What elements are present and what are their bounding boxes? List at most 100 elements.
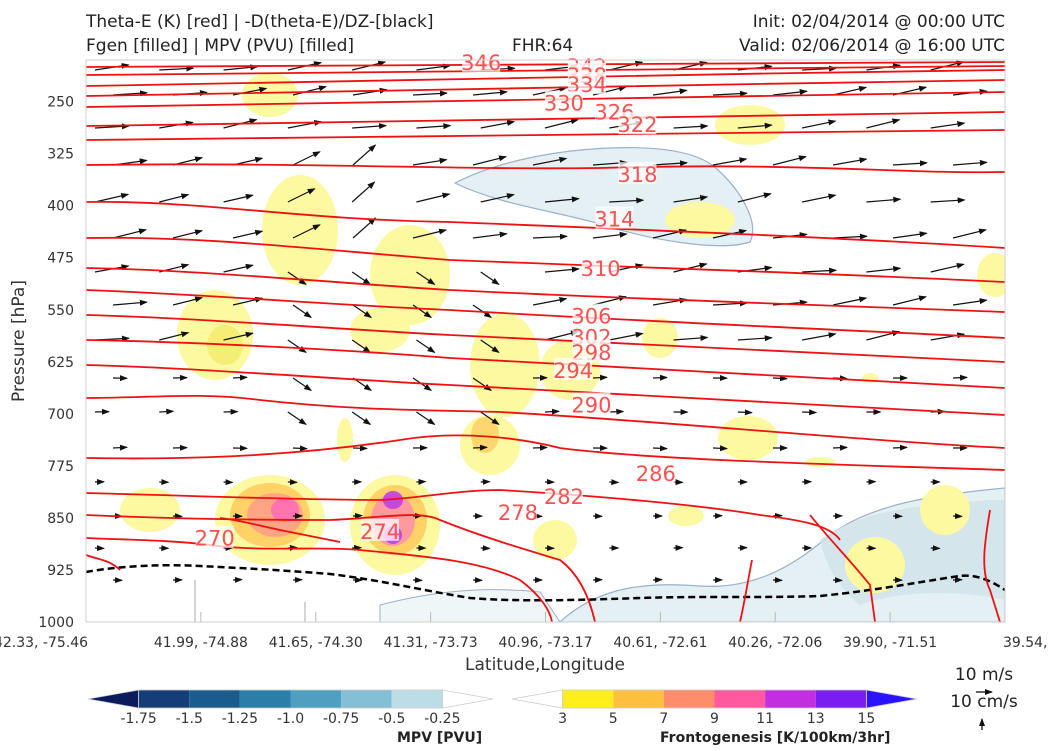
x-tick-label: 41.31, -73.73 xyxy=(384,635,478,651)
vector-arrow xyxy=(416,271,436,285)
vector-arrow xyxy=(416,123,452,130)
contour-label-bg xyxy=(554,357,593,380)
forecast-hour: FHR:64 xyxy=(512,36,574,56)
contour-label-bg xyxy=(361,518,400,541)
theta-e-contour xyxy=(86,65,1005,76)
x-tick-label: 42.33, -75.46 xyxy=(0,635,88,651)
vector-arrow xyxy=(892,444,908,451)
vector-arrow xyxy=(287,339,307,353)
contour-label: 270 xyxy=(195,527,235,551)
chart-title-line2: Fgen [filled] | MPV (PVU) [filled] xyxy=(86,36,355,56)
colorbar-segment xyxy=(714,690,766,708)
contour-label: 294 xyxy=(553,359,593,383)
vector-arrow xyxy=(287,271,307,285)
colorbar-segment xyxy=(613,690,664,708)
colorbar-segment xyxy=(290,690,342,708)
contour-label-bg xyxy=(544,484,583,507)
frontogenesis-region xyxy=(337,418,353,462)
y-tick-label: 775 xyxy=(47,459,74,475)
vector-arrow xyxy=(416,192,451,203)
x-tick-label: 41.99, -74.88 xyxy=(154,635,248,651)
frontogenesis-region xyxy=(642,318,678,358)
theta-e-contour xyxy=(219,517,341,543)
contour-label: 290 xyxy=(571,394,611,418)
vector-arrow xyxy=(712,157,748,166)
vector-arrow xyxy=(292,304,312,318)
vector-arrow xyxy=(952,159,988,166)
contour-label-bg xyxy=(572,339,611,362)
theta-e-contour xyxy=(86,61,1005,68)
vector-arrow xyxy=(609,197,645,204)
contour-label: 274 xyxy=(360,520,400,544)
vector-arrow xyxy=(472,231,508,239)
colorbar-tick-label: -0.25 xyxy=(424,711,460,727)
vector-arrow xyxy=(112,299,148,306)
colorbar-segment xyxy=(765,690,816,708)
vector-arrow xyxy=(480,411,500,425)
vector-arrow xyxy=(712,90,748,97)
vector-arrow xyxy=(532,233,568,240)
vector-arrow xyxy=(866,266,902,273)
colorbar-tick-label: 3 xyxy=(558,711,567,727)
vector-arrow xyxy=(412,157,448,166)
frontogenesis-region xyxy=(715,105,785,145)
theta-e-contour xyxy=(86,394,1005,449)
contour-label-bg xyxy=(567,71,606,94)
colorbar-segment xyxy=(663,690,715,708)
vector-arrow xyxy=(952,374,968,381)
theta-e-contours xyxy=(86,61,1005,622)
vector-arrow xyxy=(772,89,808,96)
vector-arrow xyxy=(112,228,147,239)
frontogenesis-region xyxy=(470,313,540,417)
y-tick-label: 625 xyxy=(47,355,74,371)
contour-label-bg xyxy=(595,206,634,229)
vector-arrow xyxy=(892,160,928,167)
vector-arrow xyxy=(232,374,248,381)
vector-arrow xyxy=(772,375,788,382)
mpv-colorbar-label: MPV [PVU] xyxy=(397,730,482,746)
vector-arrow xyxy=(352,144,377,166)
vector-arrow xyxy=(673,262,708,273)
theta-e-contour xyxy=(86,434,1005,471)
colorbar-tick-label: 13 xyxy=(807,711,825,727)
fgen-colorbar-label: Frontogenesis [K/100km/3hr] xyxy=(660,730,890,746)
vector-arrow xyxy=(351,339,372,353)
vector-arrow xyxy=(412,90,448,97)
frontogenesis-region xyxy=(718,416,778,460)
colorbar-tick-label: -0.75 xyxy=(323,711,359,727)
frontogenesis-region xyxy=(920,485,970,535)
contour-label-bg xyxy=(195,525,234,548)
vector-arrow xyxy=(292,445,308,452)
vector-arrow xyxy=(802,119,837,129)
x-tick-label: 40.96, -73.17 xyxy=(498,635,592,651)
frontogenesis-region xyxy=(120,488,180,532)
vector-arrow xyxy=(532,156,568,166)
vector-arrow xyxy=(351,271,372,285)
circulation-vectors xyxy=(94,60,988,584)
contour-label: 310 xyxy=(581,257,621,281)
frontogenesis-region xyxy=(977,253,1005,297)
mpv-colorbar: -1.75 -1.5 -1.25 -1.0 -0.75 -0.5 -0.25 xyxy=(87,689,494,727)
colorbar-segment xyxy=(138,690,190,708)
theta-e-contour xyxy=(86,129,1005,141)
vector-arrow xyxy=(652,160,688,167)
y-axis-label: Pressure [hPa] xyxy=(9,280,29,402)
colorbar-tick-label: 5 xyxy=(609,711,618,727)
theta-e-contour xyxy=(86,236,1005,283)
terrain-lines xyxy=(86,564,1005,622)
theta-e-contour xyxy=(809,514,876,622)
colorbar-segment xyxy=(865,689,918,709)
vector-arrow xyxy=(223,64,259,71)
contour-label-bg xyxy=(618,162,657,185)
vector-arrow xyxy=(159,408,175,415)
x-tick-label: 41.65, -74.30 xyxy=(269,635,363,651)
vector-arrow xyxy=(292,151,321,166)
vector-arrow xyxy=(832,233,868,240)
vector-arrow xyxy=(712,300,748,307)
vector-arrow xyxy=(472,377,492,391)
x-tick-label: 40.26, -72.06 xyxy=(728,635,822,651)
theta-e-contour xyxy=(983,509,1001,622)
vector-arrow xyxy=(292,85,327,96)
colorbar-outline xyxy=(562,689,867,709)
theta-e-contour xyxy=(86,69,1005,87)
